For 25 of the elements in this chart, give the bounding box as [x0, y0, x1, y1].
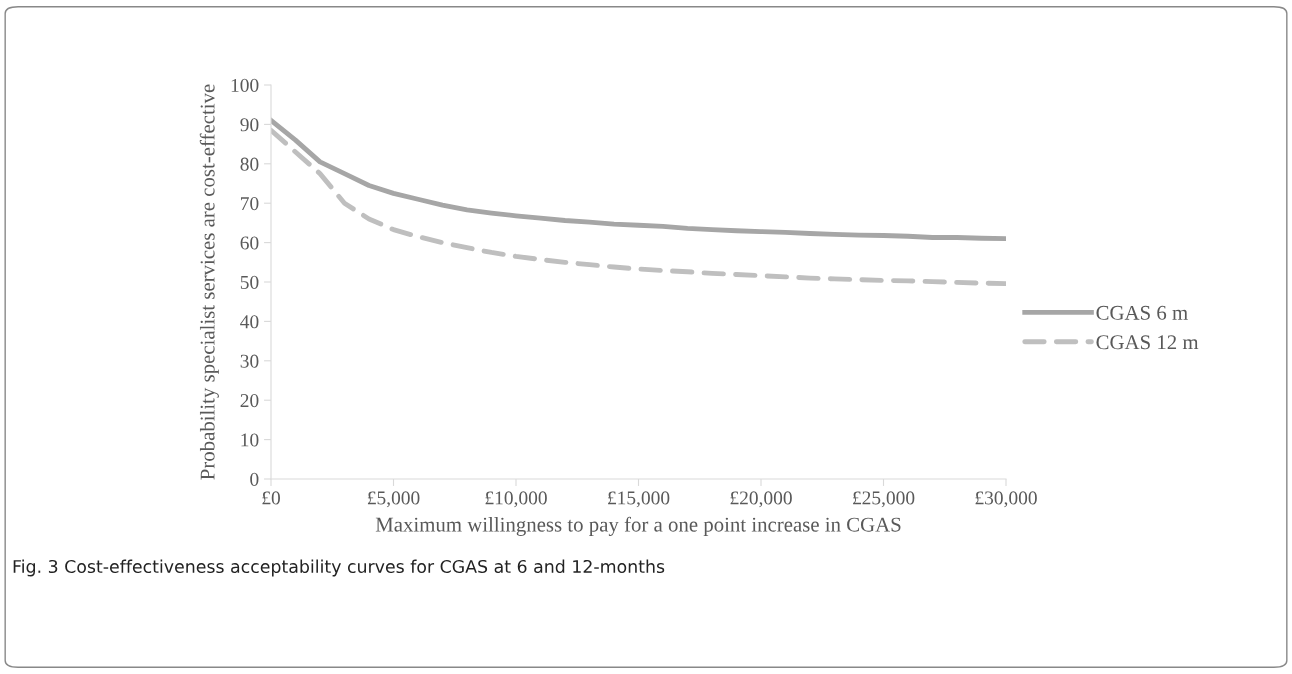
y-tick-label: 30 — [240, 354, 259, 368]
y-tick-label: 80 — [240, 157, 259, 171]
y-tick-label: 60 — [240, 236, 259, 250]
y-tick-label: 100 — [231, 78, 259, 92]
x-tick-label: £25,000 — [853, 491, 915, 508]
x-tick-label: £30,000 — [975, 491, 1037, 508]
line-series — [271, 118, 1006, 242]
y-tick-label: 50 — [240, 275, 259, 289]
y-tick-label: 90 — [240, 118, 259, 132]
x-tick-label: £20,000 — [730, 491, 792, 508]
x-axis-title: Maximum willingness to pay for a one point increase in CGAS — [375, 516, 901, 536]
y-tick-label: 20 — [240, 394, 259, 408]
y-tick-label: 70 — [241, 197, 259, 211]
legend-label: CGAS 6 m — [1096, 305, 1188, 320]
y-tick-label: 10 — [241, 433, 259, 447]
x-tick-label: £10,000 — [485, 491, 547, 508]
caption: Fig. 3 Cost-effectiveness acceptability curves for CGAS at 6 and 12-months — [13, 559, 665, 577]
y-axis-title: Probability specialist services are cost-effective — [199, 84, 219, 480]
line-series — [271, 127, 1006, 287]
x-tick-label: £15,000 — [608, 491, 670, 508]
y-tick-label: 0 — [250, 472, 259, 486]
x-tick-label: £0 — [262, 491, 280, 505]
y-tick-label: 40 — [240, 315, 259, 329]
legend-label: CGAS 12 m — [1096, 335, 1199, 350]
x-tick-label: £5,000 — [367, 491, 420, 508]
